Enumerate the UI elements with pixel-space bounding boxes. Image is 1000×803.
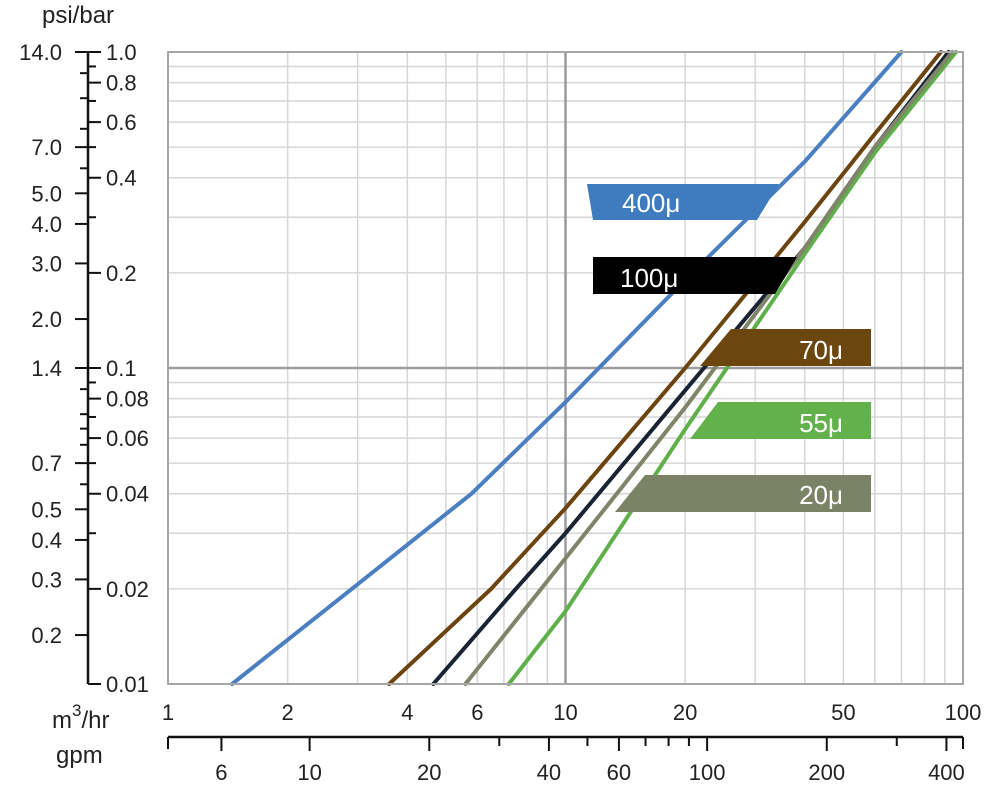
m3hr-tick-label: 2: [282, 700, 294, 725]
psi-tick-label: 14.0: [19, 40, 62, 65]
series-label-4: 20μ: [799, 480, 843, 510]
bar-tick-label: 0.8: [106, 71, 137, 96]
grid: [168, 52, 963, 684]
psi-tick-label: 1.4: [31, 356, 62, 381]
bar-tick-label: 0.1: [106, 356, 137, 381]
bar-tick-label: 0.4: [106, 166, 137, 191]
m3hr-tick-label: 10: [553, 700, 577, 725]
series-label-box-2: [700, 329, 871, 366]
series-label-box-1: [593, 257, 797, 294]
gpm-tick-label: 10: [297, 760, 321, 785]
psi-tick-label: 4.0: [31, 212, 62, 237]
series-label-0: 400μ: [622, 188, 680, 218]
bar-tick-label: 1.0: [106, 40, 137, 65]
gpm-tick-label: 200: [808, 760, 845, 785]
gpm-tick-label: 60: [607, 760, 631, 785]
gpm-tick-label: 20: [417, 760, 441, 785]
series-labels: 400μ 100μ 70μ 55μ 20μ: [587, 184, 871, 512]
bar-tick-label: 0.6: [106, 110, 137, 135]
bar-tick-label: 0.04: [106, 482, 149, 507]
psi-tick-label: 5.0: [31, 181, 62, 206]
m3hr-tick-label: 6: [471, 700, 483, 725]
m3hr-tick-label: 100: [945, 700, 982, 725]
series-label-3: 55μ: [799, 408, 843, 438]
m3hr-tick-label: 50: [831, 700, 855, 725]
bar-tick-label: 0.08: [106, 387, 149, 412]
m3hr-tick-label: 1: [162, 700, 174, 725]
bar-tick-label: 0.02: [106, 577, 149, 602]
pressure-unit-label: psi/bar: [42, 2, 114, 29]
gpm-tick-label: 6: [215, 760, 227, 785]
psi-tick-label: 3.0: [31, 251, 62, 276]
flow-m3hr-unit-label: m3/hr: [52, 701, 109, 734]
m3hr-tick-label: 20: [673, 700, 697, 725]
psi-tick-label: 2.0: [31, 307, 62, 332]
gpm-tick-label: 400: [928, 760, 965, 785]
series-label-2: 70μ: [799, 335, 843, 365]
psi-tick-label: 0.7: [31, 451, 62, 476]
series-line-4: [463, 50, 955, 686]
series-label-box-4: [615, 475, 871, 512]
gpm-tick-label: 40: [537, 760, 561, 785]
plot-frame: [167, 51, 964, 685]
series-line-2: [387, 50, 943, 686]
bar-tick-label: 0.2: [106, 261, 137, 286]
psi-tick-label: 0.5: [31, 497, 62, 522]
m3hr-tick-label: 4: [401, 700, 413, 725]
psi-tick-label: 0.2: [31, 623, 62, 648]
bar-tick-label: 0.06: [106, 426, 149, 451]
axes: 0.01 0.02 0.04 0.06 0.08 0.1 0.2 0.4 0.6 0.8 1.0 0.…: [19, 40, 981, 785]
series-label-box-0: [587, 184, 779, 220]
psi-tick-label: 7.0: [31, 135, 62, 160]
series-line-0: [230, 50, 904, 686]
flow-gpm-unit-label: gpm: [56, 742, 103, 769]
gpm-tick-label: 100: [689, 760, 726, 785]
series-label-1: 100μ: [620, 263, 678, 293]
psi-tick-label: 0.4: [31, 528, 62, 553]
bar-tick-label: 0.01: [106, 672, 149, 697]
psi-tick-label: 0.3: [31, 567, 62, 592]
series-label-box-3: [690, 402, 871, 439]
